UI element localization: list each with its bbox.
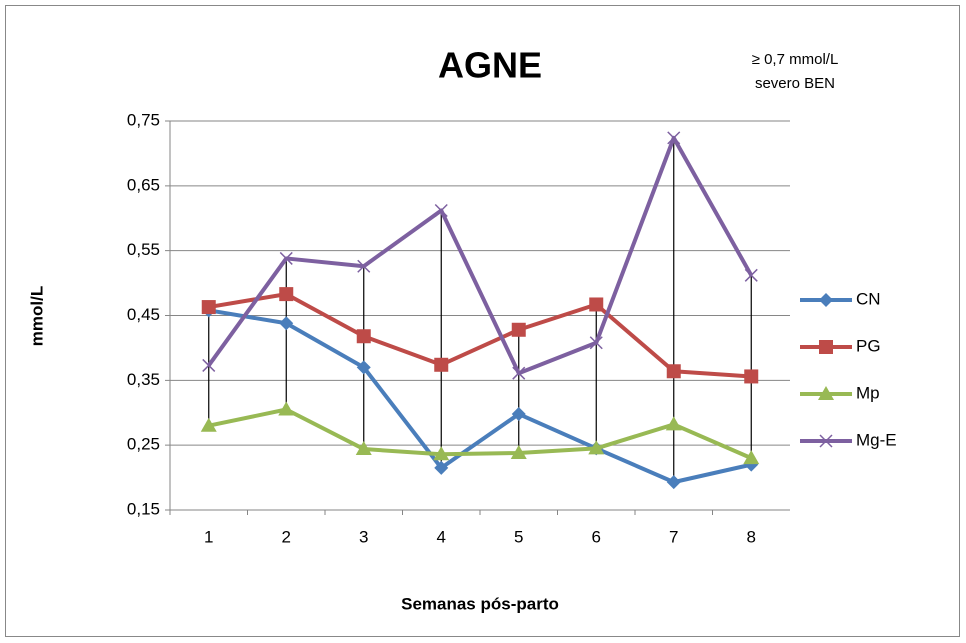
marker [279,251,293,265]
marker [744,268,758,282]
y-tick-label: 0,25 [127,435,160,454]
y-tick-label: 0,75 [127,110,160,129]
marker [278,401,295,416]
marker [355,441,372,456]
marker [356,360,371,375]
y-axis-title: mmol/L [27,286,46,346]
marker [743,450,760,465]
series-line [208,407,753,460]
y-tick-label: 0,35 [127,370,160,389]
marker [356,329,371,344]
marker [666,364,681,379]
y-tick-label: 0,45 [127,305,160,324]
marker [819,340,833,354]
marker [279,287,294,302]
legend-label: PG [856,336,881,355]
marker [666,475,681,490]
x-tick-label: 8 [747,527,756,546]
marker [434,460,449,475]
marker [819,434,833,448]
legend-label: Mp [856,383,880,402]
marker [357,259,371,273]
x-tick-label: 7 [669,527,678,546]
y-tick-label: 0,65 [127,175,160,194]
marker [200,417,217,432]
marker [201,300,216,315]
marker [433,446,450,461]
y-tick-label: 0,15 [127,499,160,518]
marker [511,407,526,422]
legend-label: Mg-E [856,430,897,449]
y-tick-label: 0,55 [127,240,160,259]
x-axis-title: Semanas pós-parto [401,594,559,613]
legend-label: CN [856,289,881,308]
marker [512,366,526,380]
annotation: ≥ 0,7 mmol/L [752,51,839,68]
x-tick-label: 3 [359,527,368,546]
series-line [208,292,752,379]
marker [589,336,603,350]
x-tick-label: 2 [282,527,291,546]
marker [434,203,448,218]
x-tick-label: 6 [592,527,601,546]
marker [588,440,605,455]
marker [202,358,216,372]
x-tick-label: 4 [437,527,446,546]
x-tick-label: 5 [514,527,523,546]
marker [819,293,833,307]
marker [665,416,682,431]
chart-border [5,5,960,637]
marker [434,357,449,372]
series-line [207,135,753,376]
marker [510,444,527,459]
marker [511,322,526,337]
marker [279,316,294,331]
annotation: severo BEN [755,75,835,92]
marker [589,297,604,312]
x-tick-label: 1 [204,527,213,546]
marker [667,131,681,145]
marker [818,386,834,400]
chart-title: AGNE [438,45,542,86]
marker [744,369,759,384]
series-line [208,308,752,485]
